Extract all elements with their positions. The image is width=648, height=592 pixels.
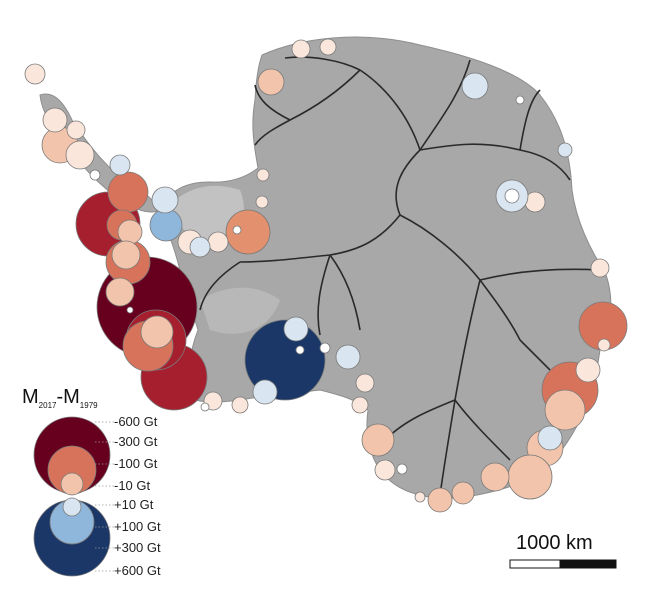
glacier-bubble xyxy=(319,342,331,354)
legend-label: +100 Gt xyxy=(114,519,161,534)
glacier-bubble xyxy=(89,169,101,181)
legend-label: -300 Gt xyxy=(114,434,158,449)
glacier-bubble xyxy=(461,72,489,100)
glacier-bubble xyxy=(414,491,426,503)
glacier-bubble xyxy=(65,140,95,170)
glacier-bubble xyxy=(252,379,278,405)
glacier-bubble xyxy=(232,225,242,235)
glacier-bubble xyxy=(66,120,86,140)
legend-label: +300 Gt xyxy=(114,540,161,555)
glacier-bubble xyxy=(200,402,210,412)
glacier-bubble xyxy=(557,142,573,158)
glacier-bubble xyxy=(575,357,601,383)
glacier-bubble xyxy=(480,462,510,492)
glacier-bubble xyxy=(515,95,525,105)
glacier-bubble xyxy=(507,454,553,500)
glacier-bubble xyxy=(361,423,395,457)
glacier-bubble xyxy=(351,396,369,414)
glacier-bubble xyxy=(231,396,249,414)
glacier-bubble xyxy=(544,389,586,431)
glacier-bubble xyxy=(111,240,141,270)
glacier-bubble xyxy=(107,171,149,213)
glacier-bubble xyxy=(42,107,68,133)
mass-change-bubbles xyxy=(24,38,628,513)
glacier-bubble xyxy=(537,425,563,451)
glacier-bubble xyxy=(257,68,285,96)
legend-label: -100 Gt xyxy=(114,456,158,471)
glacier-bubble xyxy=(117,219,143,245)
glacier-bubble xyxy=(374,459,396,481)
glacier-bubble xyxy=(140,315,174,349)
legend-label: +600 Gt xyxy=(114,563,161,578)
drainage-divides xyxy=(199,56,601,496)
glacier-bubble xyxy=(109,154,131,176)
legend-bubbles xyxy=(33,416,114,577)
glacier-bubble xyxy=(151,186,179,214)
legend-label: +10 Gt xyxy=(114,497,154,512)
glacier-bubble xyxy=(396,463,408,475)
glacier-bubble xyxy=(319,38,337,56)
ice-shelf xyxy=(200,287,280,334)
glacier-bubble xyxy=(225,209,271,255)
glacier-bubble xyxy=(590,258,610,278)
legend-label: -600 Gt xyxy=(114,414,158,429)
scale-bar-label: 1000 km xyxy=(516,532,593,554)
glacier-bubble xyxy=(149,208,183,242)
glacier-bubble xyxy=(24,63,46,85)
glacier-bubble xyxy=(451,481,475,505)
glacier-bubble xyxy=(291,39,311,59)
glacier-bubble xyxy=(283,316,309,342)
legend-label: -10 Gt xyxy=(114,478,151,493)
glacier-bubble xyxy=(427,487,453,513)
glacier-bubble xyxy=(256,168,270,182)
glacier-bubble xyxy=(335,344,361,370)
glacier-bubble xyxy=(105,277,135,307)
glacier-bubble xyxy=(295,345,305,355)
glacier-bubble xyxy=(597,338,611,352)
glacier-bubble xyxy=(355,373,375,393)
glacier-bubble xyxy=(189,236,211,258)
glacier-bubble xyxy=(255,195,269,209)
legend-title: M2017-M1979 xyxy=(22,386,98,410)
scale-bar xyxy=(509,559,617,569)
glacier-bubble xyxy=(207,231,229,253)
glacier-bubble xyxy=(126,306,134,314)
glacier-bubble xyxy=(504,188,520,204)
